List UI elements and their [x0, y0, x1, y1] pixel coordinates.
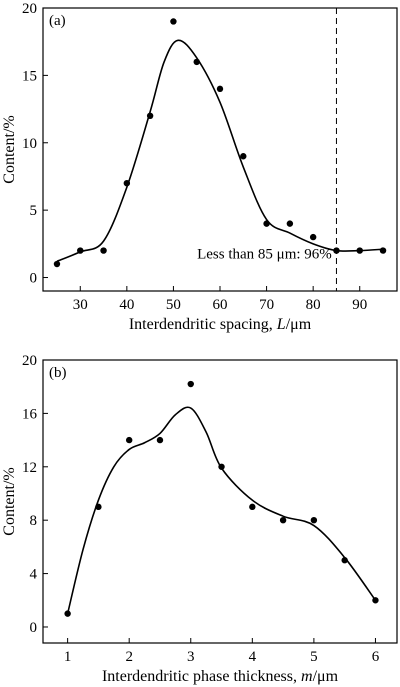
x-tick-label: 6: [372, 649, 380, 665]
data-point: [123, 179, 131, 187]
annotation-text: Less than 85 μm: 96%: [197, 247, 332, 263]
data-point: [279, 516, 287, 524]
x-tick-label: 50: [166, 297, 181, 313]
y-tick-label: 5: [30, 203, 38, 219]
data-point: [53, 260, 61, 268]
plot-frame: [42, 359, 398, 644]
x-tick-label: 3: [187, 649, 195, 665]
x-tick-label: 2: [125, 649, 133, 665]
data-point: [77, 247, 84, 254]
y-axis-title: Content/%: [1, 467, 18, 535]
x-axis-title: Interdendritic spacing, L/μm: [129, 316, 312, 333]
y-tick-label: 12: [22, 460, 37, 476]
data-point: [146, 112, 154, 120]
chart-panel-b: 1 2 3 4 5 6048121620(b)Content/%Interdendriti…: [1, 353, 398, 685]
data-point: [341, 557, 348, 564]
data-point: [249, 503, 256, 511]
x-tick-label: 80: [306, 297, 321, 313]
y-tick-label: 8: [30, 513, 38, 529]
y-axis-title: Content/%: [1, 115, 18, 183]
y-tick-label: 10: [22, 136, 37, 152]
x-tick-label: 1: [64, 649, 72, 665]
data-point: [100, 247, 107, 254]
y-tick-label: 20: [22, 353, 37, 369]
x-tick-label: 4: [249, 649, 257, 665]
x-tick-label: 60: [213, 297, 228, 313]
x-tick-label: 70: [259, 297, 274, 313]
panel-label: (a): [49, 13, 66, 29]
x-tick-label: 90: [352, 297, 367, 313]
fit-curve: [56, 39, 384, 263]
x-axis-title: Interdendritic phase thickness, m/μm: [102, 668, 339, 685]
data-point: [193, 58, 200, 66]
chart-panel-a: 30 40 50 60 70 80 90 0 5 10 15 20 (a) Content/% Interd…: [1, 1, 398, 333]
y-tick-label: 15: [22, 68, 37, 84]
data-point: [187, 380, 194, 388]
fit-curve: [66, 406, 377, 614]
y-tick-label: 20: [22, 1, 37, 17]
data-point: [170, 18, 177, 25]
x-tick-label: 40: [119, 297, 134, 313]
y-tick-label: 0: [30, 271, 38, 287]
data-point: [333, 247, 340, 254]
y-tick-label: 16: [22, 406, 38, 422]
data-point: [263, 220, 270, 227]
data-point: [240, 153, 247, 160]
data-point: [379, 247, 387, 254]
data-point: [95, 503, 102, 511]
data-point: [218, 463, 225, 470]
y-tick-label: 4: [30, 567, 38, 583]
x-tick-label: 30: [73, 297, 88, 313]
data-point: [372, 597, 379, 604]
data-point: [216, 85, 224, 93]
panel-label: (b): [49, 365, 67, 381]
data-point: [64, 610, 71, 617]
x-tick-label: 5: [310, 649, 318, 665]
data-point: [309, 233, 317, 241]
y-tick-label: 0: [30, 620, 38, 636]
data-point: [356, 247, 363, 254]
data-point: [125, 436, 133, 444]
data-point: [310, 516, 318, 524]
data-point: [156, 436, 164, 444]
data-point: [286, 220, 294, 227]
